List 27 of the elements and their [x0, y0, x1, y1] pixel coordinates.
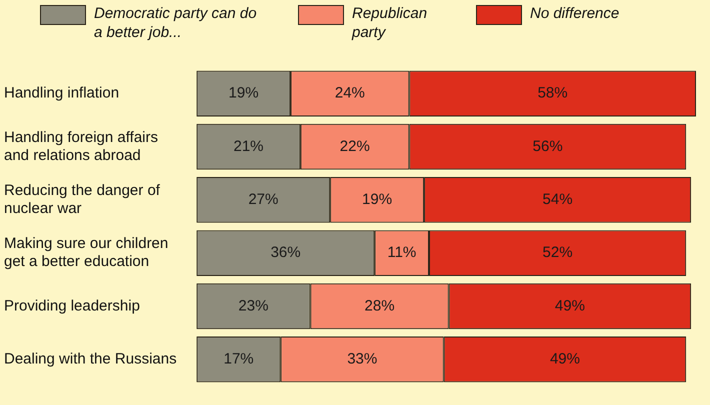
y-tick-label: Dealing with the Russians: [4, 350, 177, 368]
data-label: 23%: [238, 297, 268, 314]
data-label: 28%: [364, 297, 395, 314]
data-label: 36%: [270, 244, 301, 262]
data-label: 54%: [542, 191, 573, 208]
data-label: 56%: [532, 138, 563, 155]
legend-label: Democratic party can do a better job...: [94, 4, 258, 42]
data-label: 49%: [550, 350, 580, 368]
data-label: 19%: [228, 84, 259, 102]
data-label: 22%: [340, 138, 370, 155]
y-tick-label: Handling inflation: [4, 84, 120, 102]
data-label: 19%: [362, 191, 392, 208]
data-label: 58%: [538, 84, 568, 102]
data-label: 33%: [347, 350, 378, 368]
data-label: 49%: [554, 297, 585, 314]
y-tick-label: Handling foreign affairs and relations abroad: [4, 128, 158, 164]
y-tick-label: Providing leadership: [4, 297, 140, 314]
data-label: 17%: [224, 350, 254, 368]
y-tick-label: Reducing the danger of nuclear war: [4, 182, 161, 218]
legend-label: Republican party: [352, 4, 428, 42]
data-label: 21%: [233, 138, 264, 155]
y-tick-label: Making sure our children get a better education: [4, 235, 168, 270]
data-label: 52%: [542, 244, 573, 262]
data-label: 27%: [248, 191, 278, 208]
data-label: 11%: [387, 244, 416, 262]
legend-label: No difference: [530, 4, 620, 23]
data-label: 24%: [334, 84, 365, 102]
